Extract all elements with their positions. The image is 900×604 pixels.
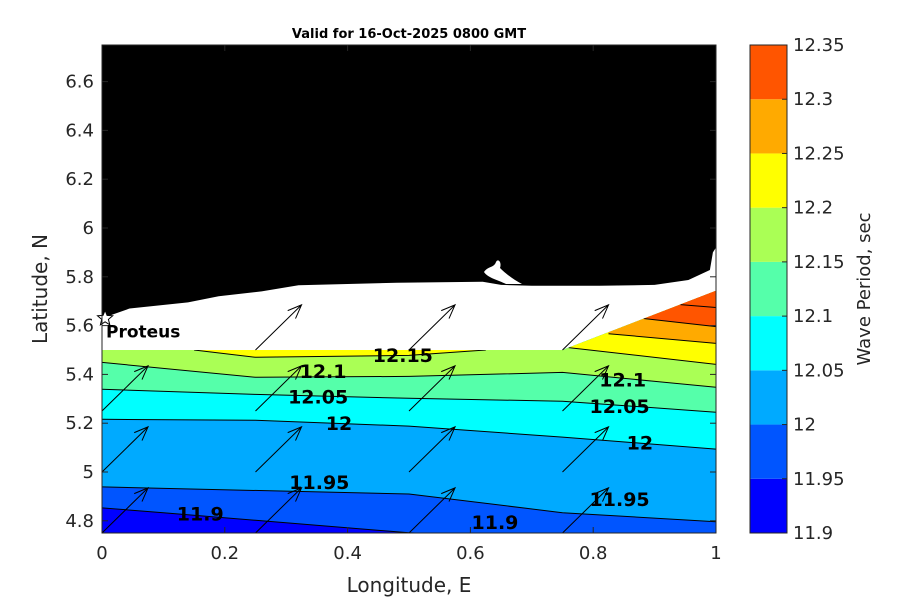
colorbar-tick-label: 12.35	[793, 35, 845, 56]
x-tick-label: 0.8	[579, 543, 608, 564]
plot-area: 11.9 11.9 11.95 11.95 12 12 12.05 12.05 12.1 12.1…	[96, 44, 717, 534]
y-tick-label: 5.4	[65, 364, 94, 385]
contour-label: 12	[326, 413, 352, 435]
y-tick-label: 5.2	[65, 413, 94, 434]
y-tick-label: 6	[83, 218, 94, 239]
wave-direction-arrow	[255, 486, 303, 533]
y-tick-label: 6.6	[65, 72, 94, 93]
x-axis-label: Longitude, E	[347, 573, 472, 597]
x-tick-label: 0.6	[456, 543, 485, 564]
colorbar-tick-label: 12.15	[793, 252, 845, 273]
contour-label: 12.1	[300, 361, 347, 383]
colorbar-label: Wave Period, sec	[854, 212, 875, 365]
wave-direction-arrow	[562, 486, 610, 533]
contour-label: 11.95	[289, 472, 349, 494]
colorbar-tick-label: 12.3	[793, 89, 833, 110]
colorbar-frame	[749, 44, 788, 534]
colorbar-swatch	[750, 316, 787, 371]
colorbar: 11.9 11.95 12 12.05 12.1 12.15 12.2 12.25 12.3 12…	[749, 35, 845, 544]
wave-direction-arrow	[255, 364, 303, 412]
y-tick-label: 5	[83, 462, 94, 483]
contour-label: 12.15	[373, 345, 433, 367]
colorbar-tick-label: 12.05	[793, 360, 845, 381]
site-star-icon	[96, 308, 114, 326]
chart-title: Valid for 16-Oct-2025 0800 GMT	[292, 27, 526, 42]
x-tick-label: 1	[710, 543, 721, 564]
colorbar-swatch	[750, 370, 787, 425]
contour-label: 11.95	[590, 489, 650, 511]
wave-direction-arrow	[562, 364, 610, 412]
wave-direction-arrow	[408, 364, 457, 412]
wave-direction-arrow	[255, 425, 303, 473]
site-label: Proteus	[106, 322, 180, 342]
x-tick-label: 0.2	[210, 543, 239, 564]
colorbar-tick-label: 12	[793, 415, 816, 436]
contour-label: 12.05	[288, 386, 348, 408]
wave-direction-arrow	[102, 486, 150, 533]
wave-direction-arrow	[408, 303, 457, 351]
colorbar-swatch	[750, 261, 787, 317]
colorbar-swatch	[750, 478, 787, 533]
contour-label: 12.05	[590, 396, 650, 418]
contour-line	[102, 361, 716, 388]
colorbar-tick-label: 12.1	[793, 306, 833, 327]
contour-line	[194, 349, 486, 358]
wave-direction-arrow	[562, 425, 610, 473]
colorbar-swatch	[750, 99, 787, 154]
y-axis-label: Latitude, N	[28, 234, 52, 344]
colorbar-swatch	[750, 153, 787, 208]
x-tick-label: 0.4	[333, 543, 362, 564]
colorbar-tick-label: 11.9	[793, 523, 833, 544]
colorbar-tick-label: 12.25	[793, 143, 845, 164]
contour-line	[680, 304, 716, 308]
y-tick-label: 5.6	[65, 316, 94, 337]
x-tick-label: 0	[96, 543, 107, 564]
wave-direction-arrow	[408, 425, 457, 473]
colorbar-tick-label: 12.2	[793, 198, 833, 219]
wave-direction-arrow	[255, 303, 303, 351]
contour-line	[102, 507, 716, 533]
contour-line	[643, 318, 716, 328]
y-tick-label: 4.8	[65, 511, 94, 532]
land-mass	[102, 45, 716, 319]
contour-label: 11.9	[472, 512, 519, 534]
coastal-inlet	[484, 260, 522, 284]
colorbar-tick-label: 11.95	[793, 469, 845, 490]
contour-line	[608, 333, 716, 344]
wave-direction-arrow	[562, 303, 610, 351]
contour-label: 12	[627, 433, 653, 455]
colorbar-swatch	[750, 424, 787, 479]
axes-frame	[101, 44, 717, 534]
y-tick-label: 6.2	[65, 169, 94, 190]
wave-direction-arrow	[408, 486, 457, 533]
contour-line	[102, 388, 716, 413]
contour-line	[568, 347, 716, 365]
contour-line	[102, 418, 716, 450]
y-tick-label: 6.4	[65, 120, 94, 141]
contour-line	[102, 486, 716, 523]
y-tick-label: 5.8	[65, 267, 94, 288]
wave-direction-arrow	[102, 425, 150, 473]
wave-direction-arrow	[102, 364, 150, 412]
colorbar-swatch	[750, 45, 787, 100]
contour-label: 12.1	[599, 369, 646, 391]
contour-label: 11.9	[177, 503, 224, 525]
colorbar-swatch	[750, 207, 787, 262]
